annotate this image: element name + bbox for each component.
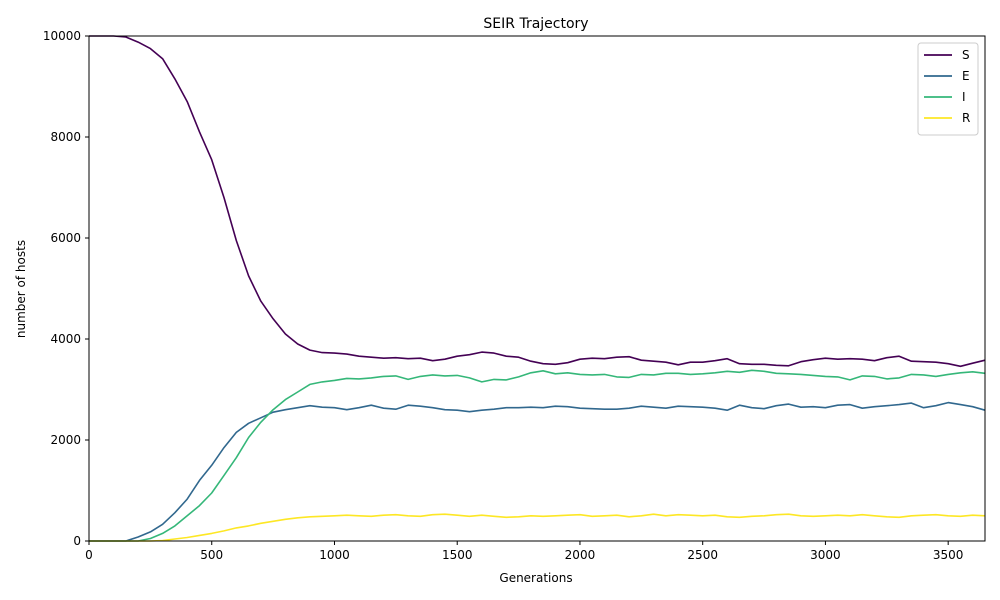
x-tick-label: 1500 — [442, 548, 473, 562]
x-tick-label: 1000 — [319, 548, 350, 562]
legend: SEIR — [917, 42, 979, 136]
legend-box — [917, 42, 979, 136]
y-tick-label: 4000 — [50, 332, 81, 346]
legend-label-e: E — [962, 69, 970, 83]
y-tick-label: 6000 — [50, 231, 81, 245]
y-tick-label: 0 — [73, 534, 81, 548]
y-tick-label: 2000 — [50, 433, 81, 447]
y-axis-label: number of hosts — [14, 240, 28, 338]
y-axis: 0 2000 4000 6000 8000 10000 — [43, 29, 89, 548]
x-axis-label: Generations — [499, 571, 572, 585]
series-layer — [89, 35, 986, 542]
series-line-e — [89, 401, 986, 542]
chart-title: SEIR Trajectory — [483, 16, 588, 32]
legend-label-s: S — [962, 48, 970, 62]
series-line-s — [89, 35, 986, 368]
x-tick-label: 500 — [200, 548, 223, 562]
x-tick-label: 2500 — [687, 548, 718, 562]
x-tick-label: 2000 — [565, 548, 596, 562]
series-line-r — [89, 513, 986, 542]
x-tick-label: 0 — [85, 548, 93, 562]
y-tick-label: 8000 — [50, 130, 81, 144]
series-line-i — [89, 369, 986, 542]
x-tick-label: 3500 — [933, 548, 964, 562]
legend-label-r: R — [962, 111, 970, 125]
legend-label-i: I — [962, 90, 966, 104]
x-tick-label: 3000 — [810, 548, 841, 562]
plot-frame — [88, 35, 986, 542]
x-axis: 0 500 1000 1500 2000 2500 3000 3500 — [85, 541, 963, 562]
y-tick-label: 10000 — [43, 29, 81, 43]
